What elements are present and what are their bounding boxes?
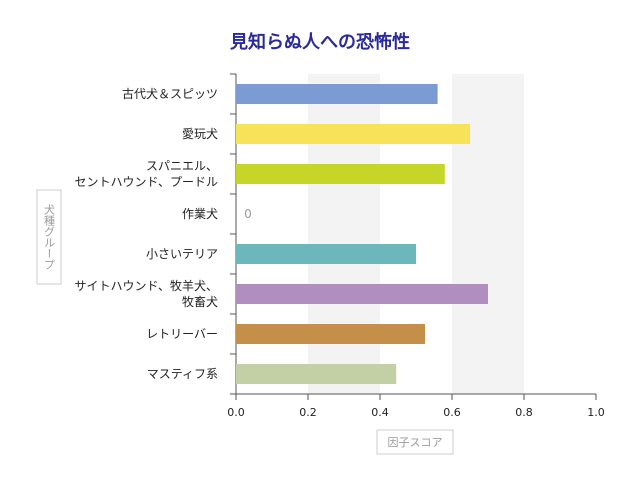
category-label: スパニエル、 — [146, 159, 218, 173]
bar — [236, 164, 445, 184]
x-axis-title-box — [376, 429, 454, 455]
grid-bands — [308, 74, 524, 394]
category-labels: 古代犬＆スピッツ愛玩犬スパニエル、セントハウンド、プードル作業犬小さいテリアサイ… — [74, 86, 218, 381]
grid-band — [308, 74, 380, 394]
bar — [236, 244, 416, 264]
x-tick-labels: 0.0 0.2 0.4 0.6 0.8 1.0 — [227, 406, 605, 419]
y-axis-title: 犬種グループ — [43, 203, 56, 270]
grid-band — [452, 74, 524, 394]
category-label: 愛玩犬 — [182, 127, 218, 141]
chart-title: 見知らぬ人への恐怖性 — [229, 31, 410, 53]
bar — [236, 324, 425, 344]
x-tick-label: 0.6 — [443, 406, 461, 419]
bar — [236, 364, 397, 384]
x-axis-title: 因子スコア — [388, 436, 443, 449]
x-tick-label: 0.4 — [371, 406, 389, 419]
category-label: 小さいテリア — [146, 247, 218, 261]
x-tick-label: 0.0 — [227, 406, 245, 419]
x-tick-label: 0.2 — [299, 406, 317, 419]
bars — [236, 84, 488, 384]
axes — [230, 73, 597, 400]
data-labels: 0 — [244, 207, 252, 221]
category-label: マスティフ系 — [147, 367, 218, 381]
bar — [236, 124, 470, 144]
category-label: 古代犬＆スピッツ — [122, 86, 218, 101]
x-tick-label: 0.8 — [515, 406, 533, 419]
category-label: レトリーバー — [146, 327, 218, 341]
data-label: 0 — [244, 207, 252, 221]
category-label: サイトハウンド、牧羊犬、 — [74, 278, 218, 293]
bar — [236, 284, 488, 304]
y-axis-title-box — [36, 189, 62, 285]
category-label: セントハウンド、プードル — [74, 175, 218, 189]
x-tick-label: 1.0 — [587, 406, 605, 419]
category-label: 作業犬 — [182, 207, 218, 221]
bar — [236, 84, 438, 104]
category-label: 牧畜犬 — [182, 294, 218, 309]
